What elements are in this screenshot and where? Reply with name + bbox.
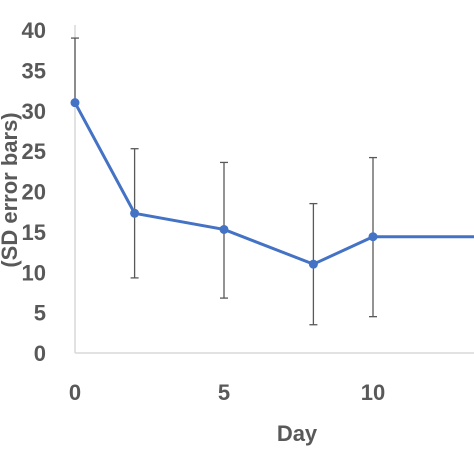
data-point xyxy=(130,208,140,218)
y-tick-label: 20 xyxy=(22,180,46,205)
y-tick-label: 5 xyxy=(34,301,46,326)
y-tick-label: 0 xyxy=(34,341,46,366)
data-point xyxy=(70,98,80,108)
y-axis-title: (SD error bars) xyxy=(0,112,22,267)
error-bar xyxy=(71,37,79,103)
x-tick-label: 10 xyxy=(361,380,385,405)
y-tick-label: 10 xyxy=(22,260,46,285)
y-tick-label: 40 xyxy=(22,18,46,43)
x-tick-label: 0 xyxy=(69,380,81,405)
x-axis-title: Day xyxy=(277,421,318,446)
x-axis-ticks: 0 5 10 xyxy=(69,380,385,405)
series-line xyxy=(73,101,474,266)
x-tick-label: 5 xyxy=(218,380,230,405)
y-tick-label: 35 xyxy=(22,58,46,83)
data-points xyxy=(70,98,378,269)
data-point xyxy=(219,224,229,234)
y-tick-label: 25 xyxy=(22,139,46,164)
y-tick-label: 15 xyxy=(22,220,46,245)
y-axis-ticks: 0 5 10 15 20 25 30 35 40 xyxy=(22,18,46,366)
data-point xyxy=(368,232,378,242)
y-tick-label: 30 xyxy=(22,99,46,124)
data-point xyxy=(308,259,318,269)
